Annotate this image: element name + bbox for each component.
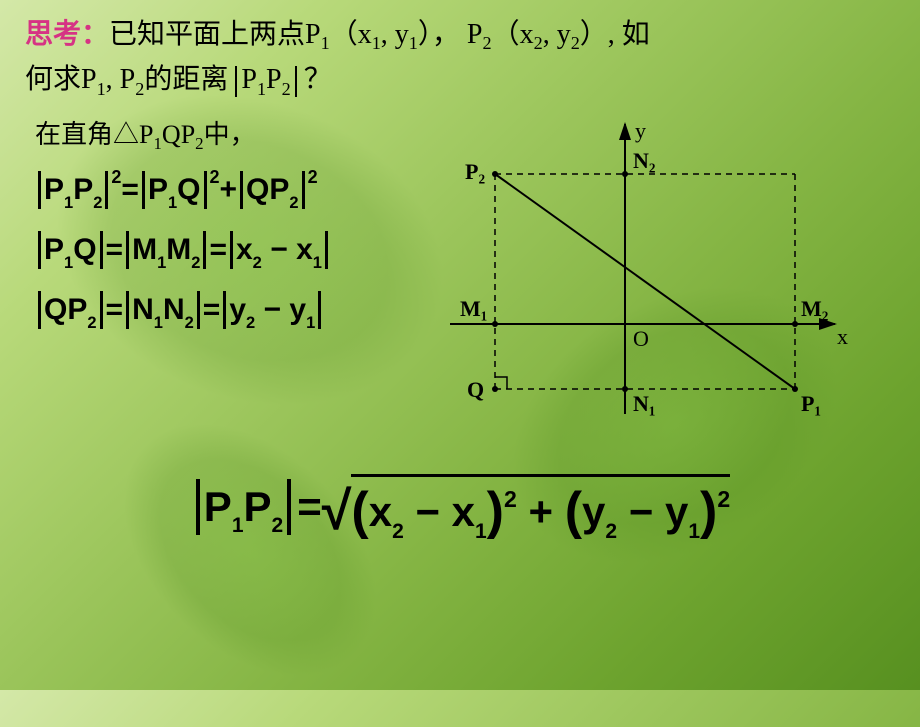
triangle-text: 在直角△P1QP2中， (35, 114, 425, 151)
qp2-eq: QP2 = N1N2 = y2 − y1 (35, 291, 425, 329)
svg-text:P₂: P₂ (465, 159, 485, 184)
svg-text:O: O (633, 326, 649, 351)
svg-text:N₂: N₂ (633, 148, 656, 173)
svg-text:M₂: M₂ (801, 296, 829, 321)
pythagoras-eq: P1P22 = P1Q2 + QP22 (35, 171, 425, 209)
svg-text:P₁: P₁ (801, 391, 821, 416)
svg-text:x: x (837, 324, 848, 349)
abs-p1p2: P1P2 (235, 66, 296, 97)
equations: 在直角△P1QP2中， P1P22 = P1Q2 + QP22 P1Q = M1… (25, 114, 425, 449)
svg-text:N₁: N₁ (633, 391, 655, 416)
p1q-eq: P1Q = M1M2 = x2 − x1 (35, 231, 425, 269)
slide-content: 思考：已知平面上两点P1（x1, y1）， P2（x2, y2）, 如 何求P1… (0, 0, 920, 554)
think-label: 思考： (25, 19, 109, 50)
mid-section: 在直角△P1QP2中， P1P22 = P1Q2 + QP22 P1Q = M1… (25, 114, 895, 449)
sqrt-icon: √ (322, 480, 352, 542)
svg-text:Q: Q (467, 377, 484, 402)
coordinate-diagram: P₂ N₂ M₁ O M₂ Q N₁ P₁ x y (425, 114, 895, 449)
question-line-2: 何求P1, P2的距离 P1P2 ？ (25, 60, 895, 99)
svg-text:y: y (635, 118, 646, 143)
distance-formula: P1P2 = √ (x2 − x1)2 + (y2 − y1)2 (25, 474, 895, 539)
question-line-1: 思考：已知平面上两点P1（x1, y1）， P2（x2, y2）, 如 (25, 15, 895, 54)
svg-text:M₁: M₁ (460, 296, 487, 321)
